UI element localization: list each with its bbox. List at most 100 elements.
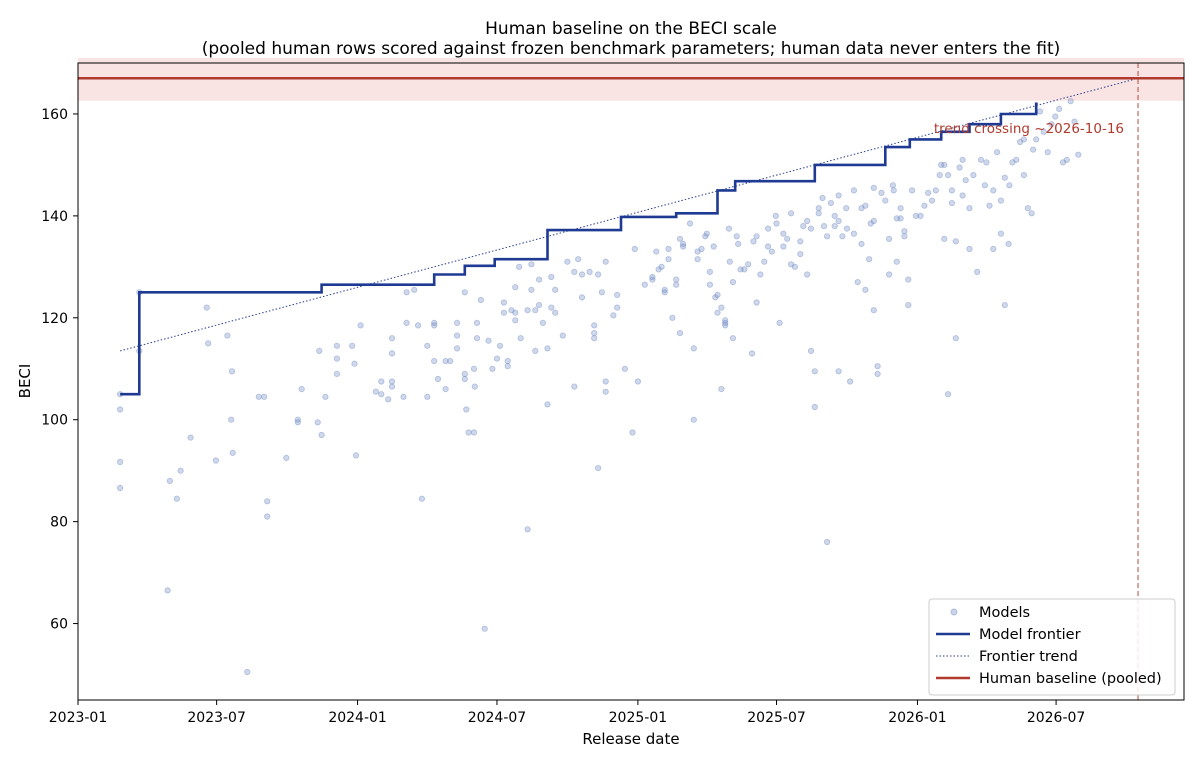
- model-point: [378, 391, 385, 398]
- model-point: [470, 365, 478, 372]
- model-point: [698, 245, 705, 253]
- model-point: [846, 378, 854, 385]
- model-point: [1028, 210, 1035, 217]
- model-point: [737, 266, 744, 273]
- model-point: [712, 294, 719, 301]
- model-point: [403, 319, 410, 326]
- model-point: [1009, 159, 1016, 166]
- model-point: [461, 289, 468, 296]
- legend-human-label: Human baseline (pooled): [979, 671, 1162, 687]
- model-point: [229, 449, 236, 456]
- model-point: [815, 210, 822, 217]
- model-point: [203, 304, 210, 311]
- x-tick-label: 2025-07: [747, 710, 806, 726]
- x-tick-label: 2024-07: [468, 710, 527, 726]
- model-point: [164, 587, 171, 594]
- model-point: [1071, 118, 1078, 125]
- model-point: [598, 289, 606, 296]
- model-point: [496, 342, 504, 349]
- model-point: [757, 271, 764, 278]
- model-point: [938, 161, 945, 168]
- model-point: [453, 319, 461, 326]
- model-point: [333, 370, 340, 377]
- model-point: [471, 383, 478, 390]
- model-point: [372, 388, 379, 395]
- model-point: [874, 370, 881, 377]
- model-point: [823, 233, 831, 240]
- model-point: [787, 210, 795, 217]
- model-point: [983, 159, 990, 166]
- model-point: [532, 307, 539, 314]
- model-point: [1059, 159, 1067, 166]
- model-point: [117, 406, 124, 413]
- model-point: [442, 385, 449, 393]
- model-point: [952, 238, 959, 245]
- model-point: [997, 230, 1005, 237]
- model-point: [1052, 113, 1059, 120]
- model-point: [187, 434, 194, 441]
- model-point: [255, 393, 262, 400]
- model-point: [411, 286, 418, 293]
- model-point: [591, 329, 598, 337]
- model-point: [835, 217, 842, 225]
- model-point: [473, 335, 481, 342]
- trend-crossing-annotation: trend crossing ~2026-10-16: [934, 121, 1124, 137]
- model-point: [676, 235, 684, 242]
- model-point: [897, 205, 904, 212]
- model-point: [594, 464, 602, 472]
- model-point: [885, 235, 893, 242]
- y-tick-label: 80: [50, 515, 68, 531]
- model-point: [388, 350, 396, 357]
- model-point: [500, 299, 507, 306]
- model-point: [539, 319, 547, 326]
- model-point: [316, 347, 323, 354]
- legend-trend-label: Frontier trend: [979, 649, 1078, 665]
- model-point: [653, 248, 660, 255]
- model-point: [117, 484, 124, 492]
- model-point: [921, 202, 928, 209]
- model-point: [866, 256, 873, 263]
- model-point: [893, 215, 900, 222]
- x-tick-label: 2026-07: [1027, 710, 1086, 726]
- model-point: [835, 192, 842, 199]
- x-tick-label: 2023-07: [187, 710, 246, 726]
- model-point: [941, 161, 948, 168]
- model-point: [544, 401, 551, 408]
- model-point: [575, 256, 582, 263]
- model-point: [807, 225, 815, 232]
- model-point: [800, 223, 807, 230]
- model-point: [586, 268, 593, 275]
- model-point: [658, 263, 665, 270]
- model-point: [528, 261, 535, 268]
- model-point: [714, 291, 721, 298]
- model-point: [997, 197, 1005, 204]
- model-point: [722, 319, 729, 326]
- model-point: [1001, 301, 1008, 309]
- model-point: [1056, 105, 1063, 113]
- model-point: [470, 429, 478, 436]
- model-point: [944, 172, 952, 179]
- model-point: [591, 335, 598, 342]
- model-point: [952, 335, 959, 342]
- model-point: [912, 212, 920, 219]
- legend-models-marker: [950, 608, 958, 616]
- model-point: [862, 286, 869, 293]
- model-point: [690, 345, 697, 352]
- model-point: [431, 357, 438, 365]
- y-tick-label: 160: [41, 107, 68, 123]
- model-point: [453, 332, 461, 339]
- y-axis-label: BECI: [16, 364, 34, 399]
- model-point: [504, 357, 511, 365]
- model-point: [641, 281, 648, 288]
- model-point: [835, 368, 842, 375]
- model-point: [1063, 156, 1070, 163]
- model-point: [702, 233, 709, 240]
- model-point: [741, 266, 748, 273]
- model-point: [748, 350, 756, 357]
- model-point: [981, 182, 989, 189]
- model-point: [621, 365, 629, 372]
- model-point: [722, 322, 729, 329]
- model-point: [512, 284, 519, 291]
- model-point: [260, 393, 268, 400]
- model-point: [1067, 98, 1074, 105]
